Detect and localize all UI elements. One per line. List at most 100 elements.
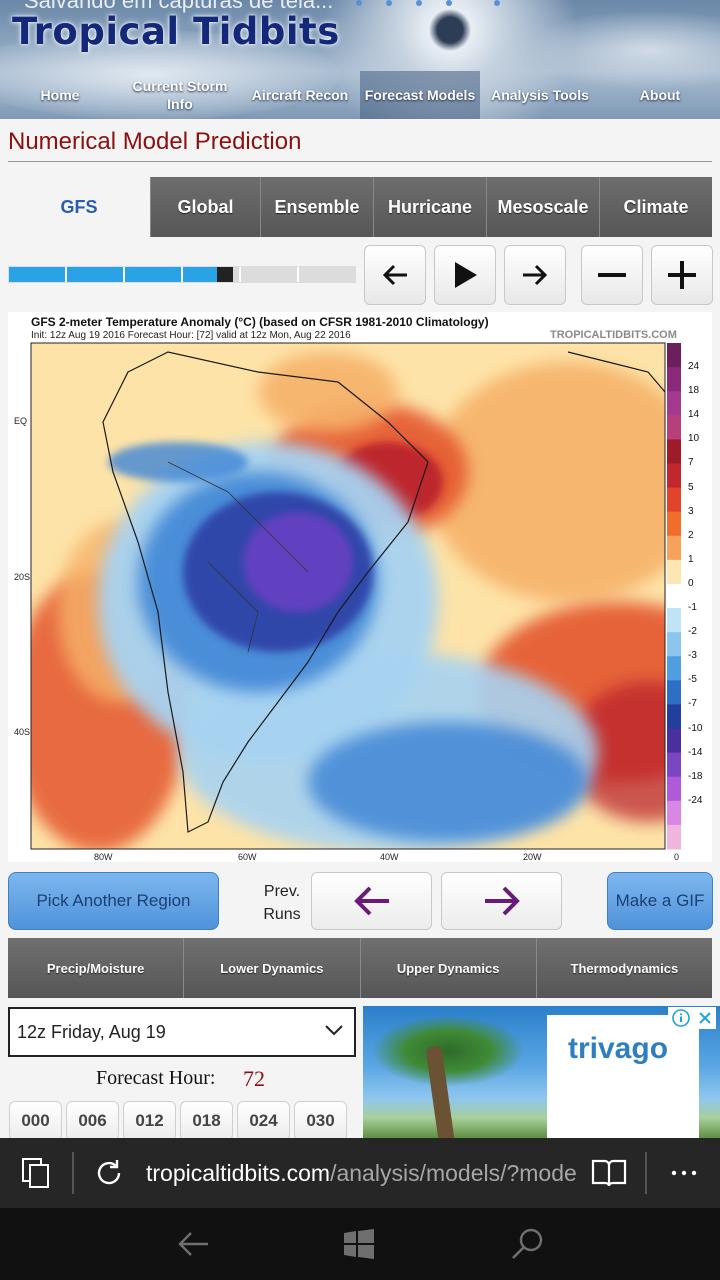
- ad-brand-logo[interactable]: trivago: [568, 1032, 668, 1066]
- anomaly-field: [31, 343, 665, 849]
- tab-ensemble[interactable]: Ensemble: [260, 177, 373, 237]
- tabs-icon[interactable]: [21, 1157, 51, 1189]
- hour-button[interactable]: 030: [294, 1101, 347, 1141]
- category-precip-moisture[interactable]: Precip/Moisture: [8, 938, 184, 998]
- lat-label: 20S: [14, 572, 31, 582]
- arrow-left-icon: [382, 264, 407, 286]
- prev-runs-label: Prev. Runs: [263, 883, 301, 923]
- category-thermodynamics[interactable]: Thermodynamics: [535, 938, 712, 998]
- arrow-right-icon: [484, 886, 520, 916]
- reading-view-icon[interactable]: [590, 1157, 628, 1189]
- close-icon[interactable]: [697, 1010, 713, 1026]
- screenshot-toast: Salvando em capturas de tela...: [24, 0, 334, 13]
- tab-global[interactable]: Global: [150, 177, 260, 237]
- progress-segment: [299, 267, 355, 282]
- colorbar-swatch: [667, 656, 681, 681]
- colorbar-label: 2: [688, 529, 694, 541]
- category-bar: Precip/Moisture Lower Dynamics Upper Dyn…: [8, 938, 712, 998]
- play-icon: [455, 262, 477, 288]
- model-run-value: 12z Friday, Aug 19: [17, 1021, 166, 1042]
- loading-dot: [356, 0, 362, 6]
- search-icon[interactable]: [510, 1226, 546, 1262]
- colorbar-swatch: [667, 632, 681, 657]
- nav-forecast-models[interactable]: Forecast Models: [360, 71, 480, 119]
- pick-region-button[interactable]: Pick Another Region: [8, 872, 219, 930]
- step-back-button[interactable]: [364, 245, 426, 305]
- colorbar-label: 14: [688, 409, 700, 421]
- colorbar-swatch: [667, 511, 681, 537]
- progress-segment: [67, 267, 123, 282]
- category-lower-dynamics[interactable]: Lower Dynamics: [183, 938, 360, 998]
- map-watermark: TROPICALTIDBITS.COM: [550, 329, 677, 341]
- chevron-down-icon: [325, 1025, 343, 1036]
- colorbar-swatch: [667, 559, 681, 585]
- colorbar-label: -10: [688, 722, 703, 734]
- make-gif-button[interactable]: Make a GIF: [607, 872, 713, 930]
- tab-climate[interactable]: Climate: [599, 177, 712, 237]
- colorbar-swatch: [667, 752, 681, 778]
- hour-button[interactable]: 024: [237, 1101, 290, 1141]
- nav-analysis-tools[interactable]: Analysis Tools: [491, 87, 589, 103]
- colorbar-swatch: [667, 367, 681, 392]
- hour-button[interactable]: 000: [9, 1101, 62, 1141]
- nav-aircraft-recon[interactable]: Aircraft Recon: [251, 87, 349, 103]
- address-bar[interactable]: tropicaltidbits.com/analysis/models/?mod…: [146, 1160, 577, 1187]
- info-icon[interactable]: [671, 1009, 690, 1027]
- progress-segment: [183, 267, 239, 282]
- progress-fill: [9, 267, 65, 282]
- url-host: tropicaltidbits.com: [146, 1160, 331, 1186]
- site-logo[interactable]: Tropical Tidbits: [12, 10, 340, 53]
- play-button[interactable]: [434, 245, 496, 305]
- separator: [72, 1152, 74, 1194]
- colorbar-label: 3: [688, 505, 694, 517]
- colorbar-label: -14: [688, 746, 703, 758]
- ad-card[interactable]: [547, 1015, 699, 1138]
- colorbar-swatch: [667, 704, 681, 730]
- tab-hurricane[interactable]: Hurricane: [373, 177, 486, 237]
- step-forward-button[interactable]: [504, 245, 566, 305]
- tab-gfs[interactable]: GFS: [8, 177, 150, 237]
- hour-button[interactable]: 012: [123, 1101, 176, 1141]
- more-icon[interactable]: [670, 1168, 698, 1178]
- progress-segment: [9, 267, 65, 282]
- windows-icon[interactable]: [343, 1228, 375, 1260]
- anomaly-cool-region: [108, 442, 248, 482]
- hour-button[interactable]: 006: [66, 1101, 119, 1141]
- animation-progress-bar[interactable]: [8, 266, 356, 283]
- lat-label: EQ: [14, 416, 28, 426]
- nav-current-storm-info[interactable]: Current Storm Info: [132, 78, 228, 112]
- page-title: Numerical Model Prediction: [8, 128, 302, 155]
- colorbar-swatch: [667, 680, 681, 705]
- palm-tree-image: [373, 1016, 523, 1086]
- colorbar-swatch: [667, 728, 681, 754]
- lon-label: 20W: [523, 852, 542, 862]
- model-run-select[interactable]: 12z Friday, Aug 19: [8, 1007, 356, 1057]
- ad-choices[interactable]: [668, 1007, 716, 1029]
- prev-run-forward-button[interactable]: [441, 872, 562, 930]
- loading-dot: [416, 0, 422, 6]
- lon-label: 40W: [380, 852, 399, 862]
- arrow-left-icon: [353, 886, 389, 916]
- nav-home[interactable]: Home: [40, 87, 80, 103]
- colorbar-swatch: [667, 343, 681, 368]
- category-upper-dynamics[interactable]: Upper Dynamics: [359, 938, 536, 998]
- forecast-hour-label: Forecast Hour:: [96, 1067, 216, 1089]
- prev-run-back-button[interactable]: [311, 872, 432, 930]
- back-icon[interactable]: [176, 1229, 210, 1259]
- tab-mesoscale[interactable]: Mesoscale: [486, 177, 599, 237]
- nav-about[interactable]: About: [639, 87, 681, 103]
- hour-button[interactable]: 018: [180, 1101, 233, 1141]
- model-map[interactable]: GFS 2-meter Temperature Anomaly (°C) (ba…: [8, 312, 712, 862]
- system-navigation-bar: [0, 1208, 720, 1280]
- arrow-right-icon: [523, 264, 548, 286]
- colorbar-swatch: [667, 487, 681, 513]
- faster-button[interactable]: [651, 245, 713, 305]
- colorbar-label: -5: [688, 674, 697, 686]
- refresh-icon[interactable]: [93, 1157, 125, 1189]
- progress-segment: [241, 267, 297, 282]
- slower-button[interactable]: [581, 245, 643, 305]
- minus-icon: [598, 273, 626, 277]
- anomaly-warm-region: [428, 362, 665, 602]
- map-title: GFS 2-meter Temperature Anomaly (°C) (ba…: [31, 315, 489, 329]
